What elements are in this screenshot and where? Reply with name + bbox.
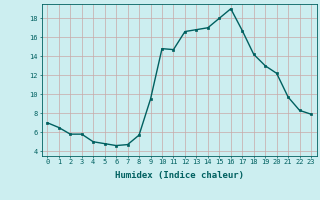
X-axis label: Humidex (Indice chaleur): Humidex (Indice chaleur) <box>115 171 244 180</box>
